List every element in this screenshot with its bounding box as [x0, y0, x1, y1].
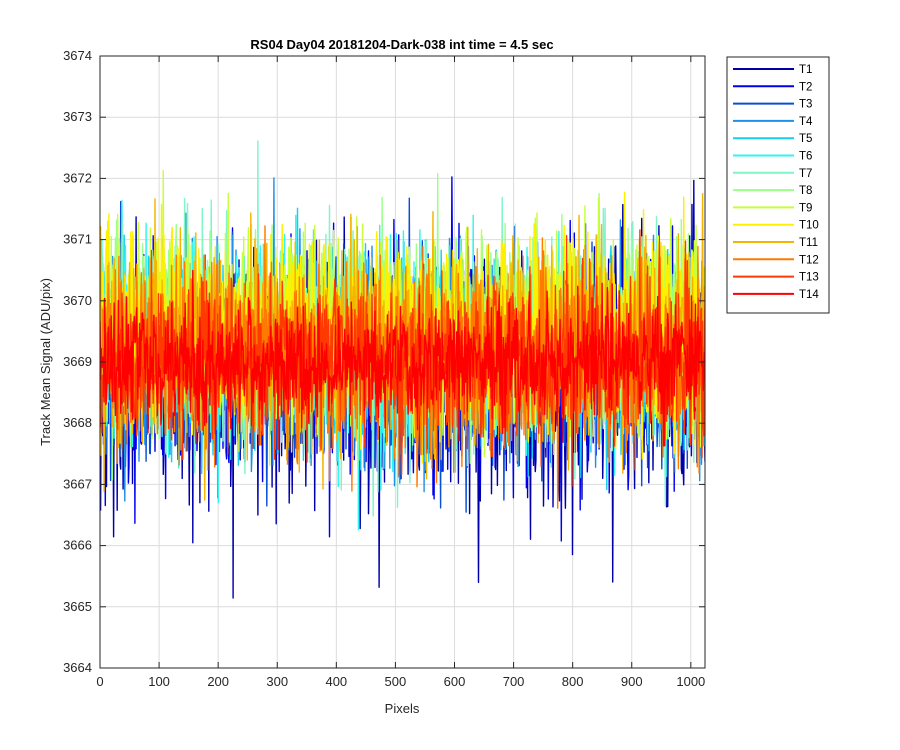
x-tick-label: 200	[207, 674, 229, 689]
legend-label-t3: T3	[799, 99, 812, 111]
series-lines	[100, 140, 705, 599]
series-line-t14	[100, 269, 705, 451]
x-tick-label: 600	[444, 674, 466, 689]
y-tick-label: 3668	[63, 415, 92, 430]
legend-label-t14: T14	[799, 289, 819, 301]
legend-label-t8: T8	[799, 185, 812, 197]
legend-label-t2: T2	[799, 81, 812, 93]
legend-label-t5: T5	[799, 133, 812, 145]
x-tick-label: 900	[621, 674, 643, 689]
y-tick-label: 3666	[63, 538, 92, 553]
legend-label-t6: T6	[799, 151, 812, 163]
x-tick-label: 400	[325, 674, 347, 689]
y-tick-label: 3667	[63, 476, 92, 491]
legend-label-t1: T1	[799, 64, 812, 76]
y-tick-label: 3664	[63, 660, 92, 675]
legend-label-t11: T11	[799, 237, 818, 249]
y-tick-label: 3669	[63, 354, 92, 369]
legend: T1 T2 T3 T4 T5 T6 T7 T8 T9 T10 T11 T12 T13 T14	[726, 56, 830, 314]
x-tick-label: 0	[96, 674, 103, 689]
chart-title: RS04 Day04 20181204-Dark-038 int time = …	[250, 37, 553, 52]
y-tick-label: 3665	[63, 599, 92, 614]
y-tick-label: 3673	[63, 109, 92, 124]
x-tick-label: 800	[562, 674, 584, 689]
y-axis-label: Track Mean Signal (ADU/pix)	[38, 278, 53, 446]
x-tick-label: 1000	[676, 674, 705, 689]
y-tick-label: 3671	[63, 232, 92, 247]
x-tick-label: 100	[148, 674, 170, 689]
x-tick-label: 300	[266, 674, 288, 689]
y-tick-label: 3670	[63, 293, 92, 308]
legend-label-t12: T12	[799, 254, 819, 266]
legend-label-t13: T13	[799, 272, 819, 284]
x-axis-label: Pixels	[385, 701, 420, 716]
legend-box	[726, 56, 830, 314]
axis-ticks: 0 100 200 300 400 500 600 700 800 900 1000 3664 3665…	[63, 48, 705, 689]
x-tick-label: 500	[385, 674, 407, 689]
legend-label-t4: T4	[799, 116, 813, 128]
y-tick-label: 3672	[63, 170, 92, 185]
x-tick-label: 700	[503, 674, 525, 689]
y-tick-label: 3674	[63, 48, 92, 63]
legend-label-t7: T7	[799, 168, 812, 180]
legend-label-t10: T10	[799, 220, 819, 232]
legend-label-t9: T9	[799, 202, 812, 214]
